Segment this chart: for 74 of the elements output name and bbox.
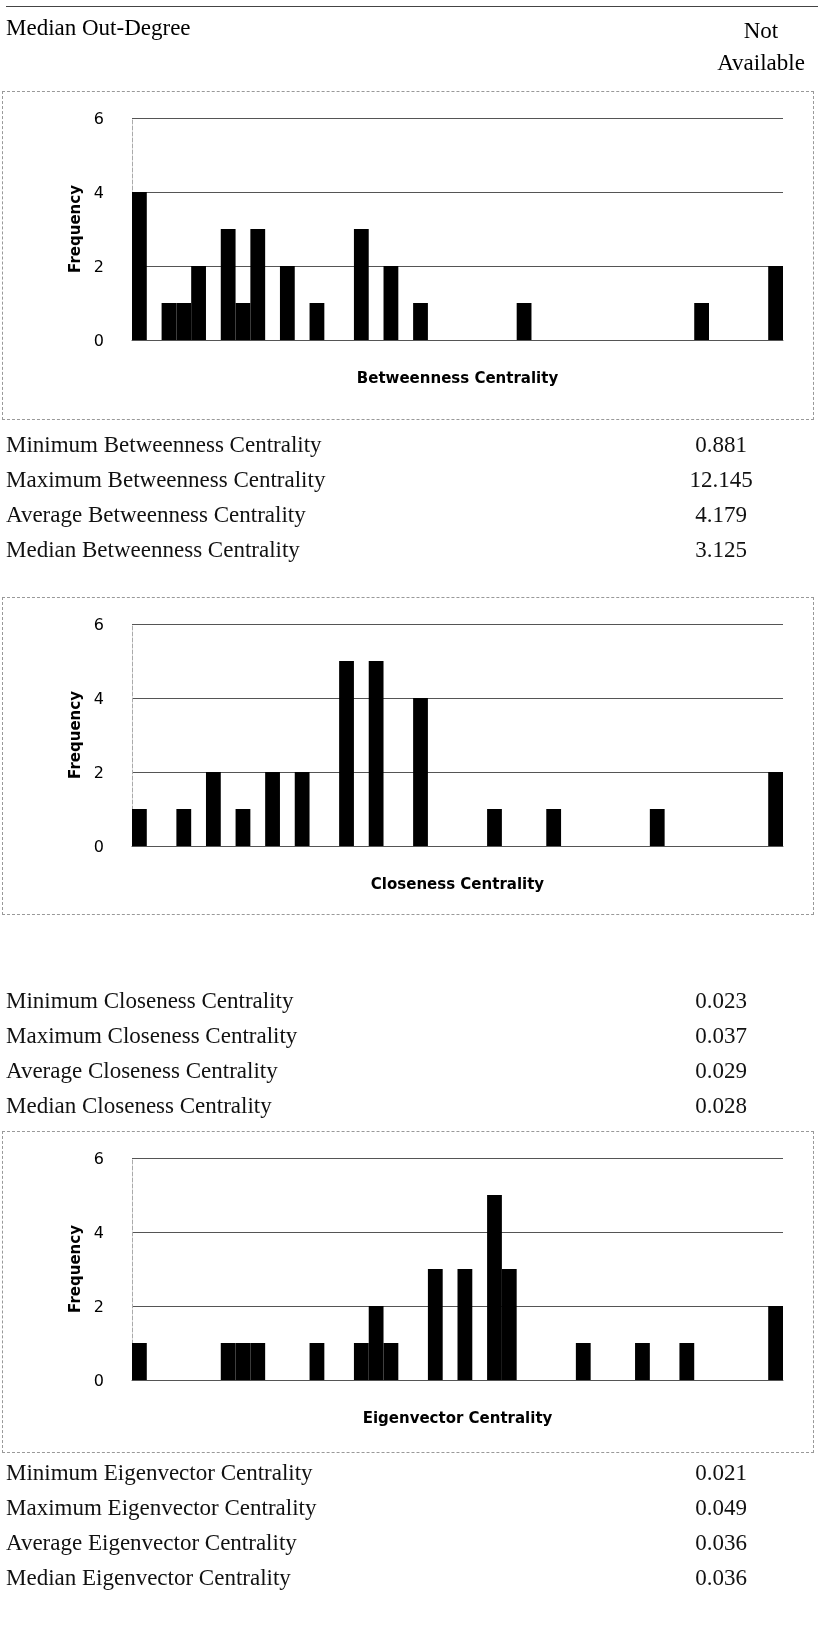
- text: Average Betweenness Centrality: [6, 502, 306, 527]
- bar: [309, 303, 325, 340]
- y-tick-label: 4: [93, 1222, 104, 1242]
- y-tick-label: 4: [93, 182, 104, 202]
- y-tick-label: 6: [93, 108, 104, 128]
- text: 0.023: [694, 988, 748, 1014]
- text: Average Closeness Centrality: [6, 1058, 278, 1083]
- text: Maximum Eigenvector Centrality: [6, 1495, 317, 1520]
- text: Median Closeness Centrality: [6, 1093, 272, 1118]
- text: 12.145: [688, 467, 754, 493]
- bar: [516, 303, 532, 340]
- y-tick-label: 0: [93, 836, 104, 856]
- text: Median Betweenness Centrality: [6, 537, 300, 562]
- bar: [279, 266, 295, 340]
- y-tick-label: 2: [93, 1296, 104, 1316]
- y-tick-label: 2: [93, 256, 104, 276]
- bar: [575, 1343, 591, 1380]
- y-tick-label: 2: [93, 762, 104, 782]
- x-axis-title: Closeness Centrality: [370, 874, 545, 893]
- y-tick-label: 4: [93, 688, 104, 708]
- bar: [694, 303, 710, 340]
- text: 0.029: [694, 1058, 748, 1084]
- bar: [413, 303, 428, 340]
- bar: [413, 698, 428, 846]
- bar: [487, 809, 502, 846]
- text: 0.028: [694, 1093, 748, 1119]
- bar: [265, 772, 280, 846]
- text: 0.049: [694, 1495, 748, 1521]
- bar: [679, 1343, 695, 1380]
- y-tick-label: 0: [93, 330, 104, 350]
- text: 0.881: [694, 432, 748, 458]
- x-axis-title: Eigenvector Centrality: [362, 1408, 553, 1427]
- text: 3.125: [694, 537, 748, 563]
- text: Median Eigenvector Centrality: [6, 1565, 291, 1590]
- bar: [768, 1306, 783, 1380]
- text: Minimum Betweenness Centrality: [6, 432, 322, 457]
- text: Median Out-Degree: [6, 15, 191, 40]
- text: Maximum Closeness Centrality: [6, 1023, 298, 1048]
- y-axis-title: Frequency: [65, 1224, 84, 1313]
- y-axis-title: Frequency: [65, 184, 84, 273]
- text: 0.036: [694, 1565, 748, 1591]
- bar: [205, 772, 221, 846]
- x-axis-title: Betweenness Centrality: [356, 368, 559, 387]
- bar: [427, 1269, 443, 1380]
- bar: [132, 192, 147, 340]
- text: 0.021: [694, 1460, 748, 1486]
- bar: [132, 1343, 147, 1380]
- bar: [768, 266, 783, 340]
- text: Maximum Betweenness Centrality: [6, 467, 326, 492]
- text: 0.036: [694, 1530, 748, 1556]
- y-tick-label: 6: [93, 614, 104, 634]
- bar: [309, 1343, 325, 1380]
- bar: [635, 1343, 650, 1380]
- bar: [368, 661, 384, 846]
- text: Average Eigenvector Centrality: [6, 1530, 297, 1555]
- text: Minimum Eigenvector Centrality: [6, 1460, 313, 1485]
- bar: [339, 661, 354, 846]
- text: 0.037: [694, 1023, 748, 1049]
- bar: [176, 809, 192, 846]
- bar: [294, 772, 310, 846]
- text: Not Available: [716, 17, 806, 78]
- bar: [768, 772, 783, 846]
- bar: [546, 809, 562, 846]
- bar: [383, 266, 399, 340]
- text: Minimum Closeness Centrality: [6, 988, 294, 1013]
- y-axis-title: Frequency: [65, 690, 84, 779]
- bar: [457, 1269, 473, 1380]
- y-tick-label: 6: [93, 1148, 104, 1168]
- bar: [353, 229, 369, 340]
- text: 4.179: [694, 502, 748, 528]
- y-tick-label: 0: [93, 1370, 104, 1390]
- bar: [132, 809, 147, 846]
- bar: [235, 809, 251, 846]
- bar: [649, 809, 665, 846]
